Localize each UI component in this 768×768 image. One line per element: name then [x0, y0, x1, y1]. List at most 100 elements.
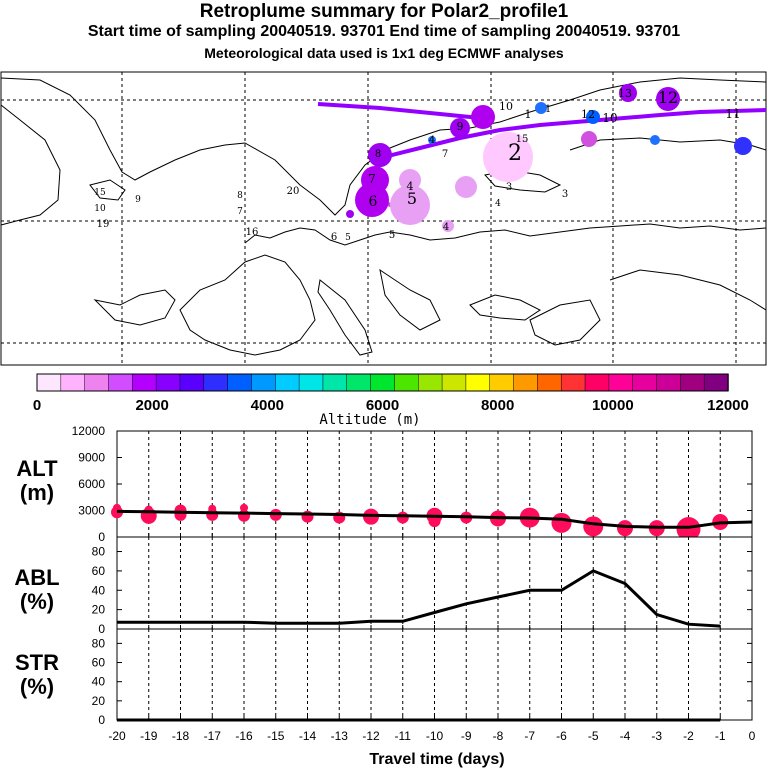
x-tick-label: -17: [204, 729, 222, 743]
map-day-label: 3: [506, 182, 512, 193]
map-day-label: 5: [345, 233, 351, 243]
alt-unit: (m): [20, 480, 54, 505]
x-tick-label: -6: [556, 729, 567, 743]
x-tick-label: -18: [172, 729, 190, 743]
colorbar-cell: [632, 373, 658, 392]
plume-dot: [240, 503, 248, 512]
map-day-label: 11: [725, 107, 740, 121]
panel-0: 0 3000 6000 9000 12000: [72, 424, 753, 544]
colorbar-cell: [370, 373, 396, 392]
panel-frame: [116, 628, 753, 721]
map-day-label: 9: [457, 120, 464, 133]
x-tick-label: -11: [395, 729, 412, 743]
map-day-label: 5: [407, 189, 417, 208]
x-tick-label: -9: [461, 729, 472, 743]
map-day-label: 7: [368, 172, 376, 186]
colorbar-cell: [227, 373, 253, 392]
map-day-label: 19: [97, 219, 110, 230]
x-axis-label: Travel time (days): [369, 751, 504, 768]
colorbar-cell: [465, 373, 491, 392]
colorbar-cell: [560, 373, 586, 392]
colorbar-cell: [132, 373, 157, 392]
x-tick-label: -7: [524, 729, 535, 743]
map-day-label: 10: [499, 100, 513, 113]
colorbar-tick-label: 12000: [707, 397, 749, 414]
title-line-1: Retroplume summary for Polar2_profile1: [199, 1, 569, 22]
colorbar-cell: [179, 373, 205, 392]
abl-unit: (%): [20, 589, 54, 614]
abl-label: ABL: [14, 565, 59, 590]
map-day-label: 4: [407, 180, 414, 193]
x-tick-label: -20: [108, 729, 126, 743]
str-unit: (%): [20, 674, 54, 699]
colorbar-cell: [608, 373, 634, 392]
colorbar-tick-label: 6000: [366, 397, 399, 414]
y-tick-label: 0: [98, 530, 105, 544]
x-tick-label: -1: [715, 729, 726, 743]
y-tick-label: 20: [92, 603, 106, 617]
colorbar-cell: [656, 373, 682, 392]
map-day-label: 12: [658, 88, 678, 107]
x-tick-label: -13: [331, 729, 349, 743]
map-day-label: 4: [495, 199, 501, 209]
plume-dot: [617, 520, 633, 537]
colorbar-cell: [155, 373, 181, 392]
x-tick-label: -19: [140, 729, 158, 743]
colorbar-tick-label: 4000: [251, 397, 284, 414]
alt-label: ALT: [16, 456, 58, 481]
x-tick-label: -4: [620, 729, 631, 743]
colorbar-cell: [84, 373, 110, 392]
map-day-label: 6: [331, 232, 337, 243]
y-tick-label: 80: [92, 636, 106, 650]
plume-dot: [396, 511, 409, 524]
map-day-label: 4: [443, 222, 449, 233]
map-day-label: 7: [442, 149, 448, 160]
colorbar-cells: [36, 373, 729, 392]
x-tick-label: -16: [235, 729, 253, 743]
colorbar-cell: [203, 373, 229, 392]
title-line-3: Meteorological data used is 1x1 deg ECMW…: [204, 45, 564, 61]
colorbar-cell: [703, 373, 729, 392]
map-day-label: 15: [94, 188, 106, 198]
map-day-label: 2: [508, 141, 522, 166]
map-day-label: 8: [237, 191, 243, 201]
y-tick-label: 60: [92, 564, 106, 578]
series-line: [116, 509, 753, 529]
plume-dot: [174, 508, 187, 521]
map-day-label: 3: [562, 189, 568, 200]
str-label: STR: [15, 650, 59, 675]
colorbar-cell: [251, 373, 277, 392]
y-tick-label: 60: [92, 656, 106, 670]
colorbar-tick-label: 0: [33, 397, 41, 414]
map-day-label: 10: [94, 204, 106, 214]
map-day-label: 9: [135, 195, 141, 205]
colorbar-cell: [537, 373, 562, 392]
y-tick-label: 40: [92, 675, 106, 689]
map-day-label: 1: [525, 108, 532, 121]
x-tick-label: -14: [299, 729, 317, 743]
time-series-panels: 030006000900012000020406080020406080-20-…: [72, 424, 756, 743]
y-tick-label: 20: [92, 694, 106, 708]
map-day-label: 10: [602, 111, 617, 125]
colorbar-cell: [489, 373, 515, 392]
map-day-label: 7: [237, 207, 243, 217]
map-day-label: 13: [618, 87, 632, 100]
colorbar: 0 2000 4000 6000 8000 10000 12000 Altitude (m): [33, 373, 749, 428]
x-tick-label: -2: [683, 729, 694, 743]
colorbar-cell: [346, 373, 372, 392]
colorbar-title: Altitude (m): [319, 412, 420, 428]
colorbar-cell: [680, 373, 705, 392]
plume-dot: [206, 508, 219, 521]
map-day-label: 8: [375, 149, 381, 160]
map-day-label: 16: [246, 227, 259, 238]
y-tick-label: 6000: [78, 477, 105, 491]
plume-circles: [346, 84, 752, 232]
y-tick-label: 0: [98, 622, 105, 636]
x-tick-label: -3: [651, 729, 662, 743]
x-tick-label: -12: [362, 729, 380, 743]
y-tick-label: 12000: [72, 424, 106, 438]
y-tick-label: 0: [98, 713, 105, 727]
colorbar-tick-labels: 0 2000 4000 6000 8000 10000 12000: [33, 397, 749, 414]
